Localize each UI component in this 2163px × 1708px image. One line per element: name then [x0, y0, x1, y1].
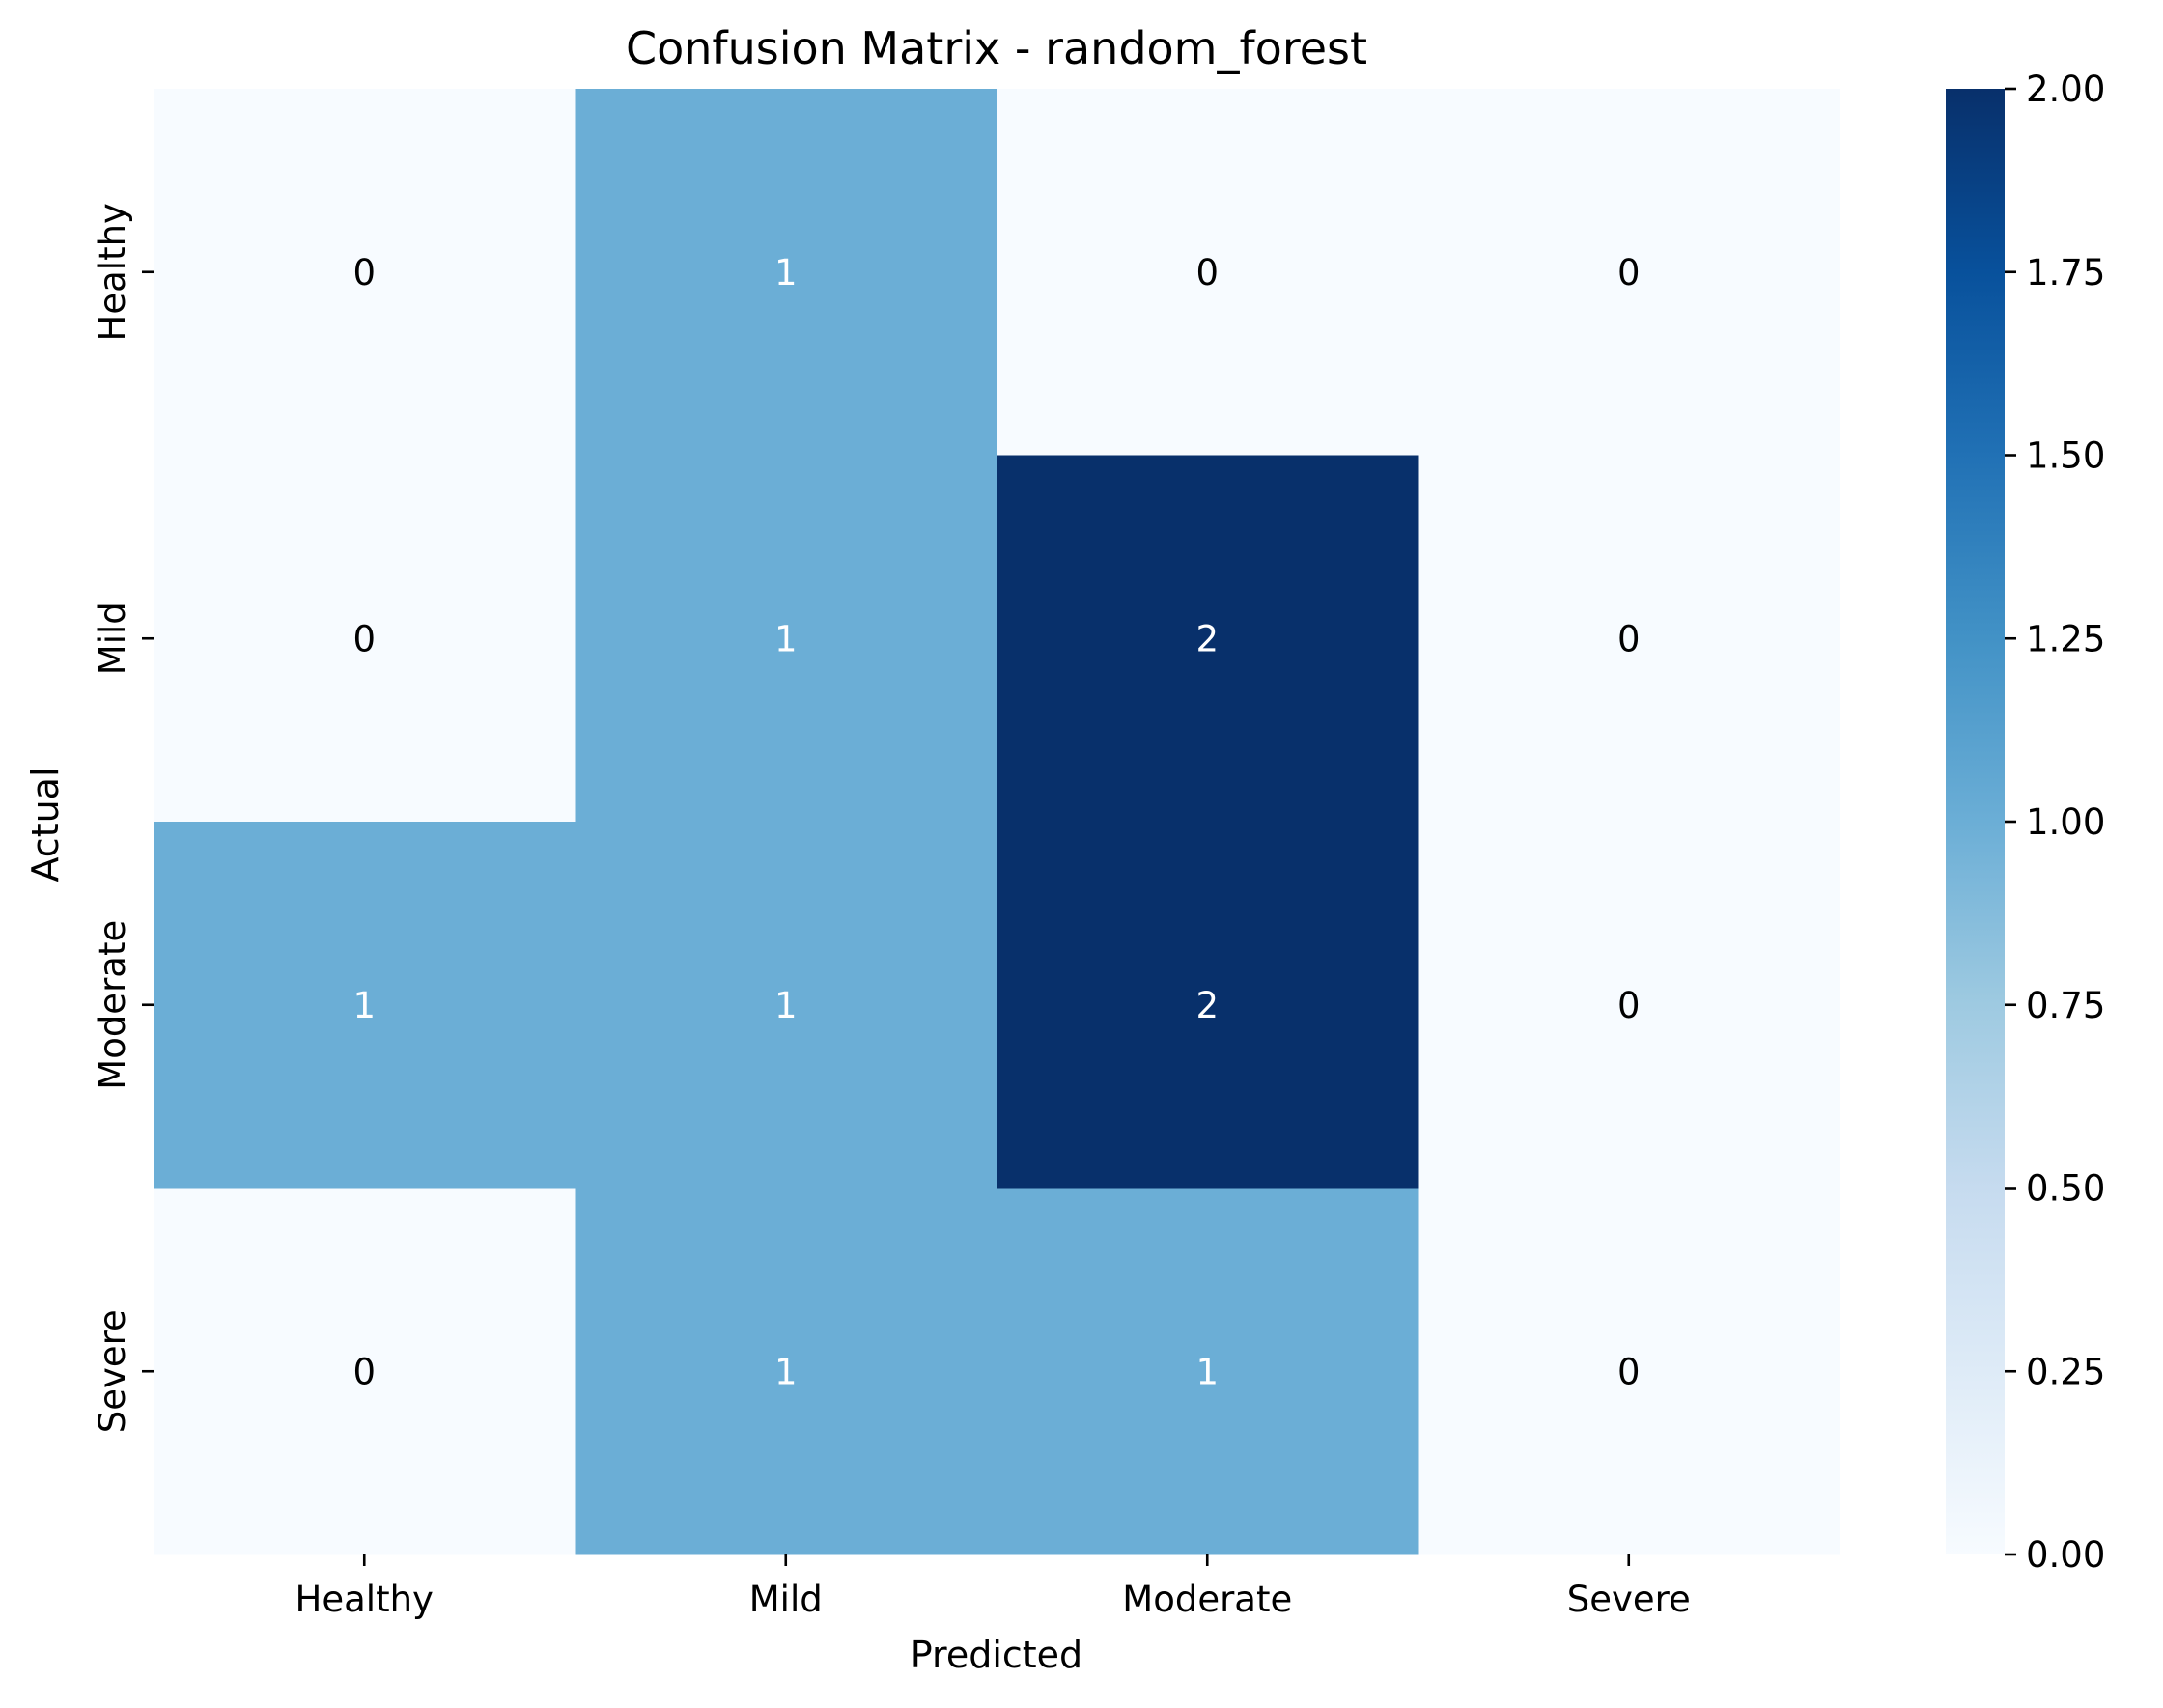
cell-value-label: 0: [1195, 252, 1219, 294]
cell-value-label: 1: [774, 618, 798, 659]
cell-value-label: 0: [352, 252, 376, 294]
colorbar-tick-label: 0.00: [2026, 1534, 2105, 1576]
colorbar-tick-label: 1.00: [2026, 801, 2105, 843]
cell-value-label: 1: [774, 252, 798, 294]
cell-value-label: 1: [1195, 1351, 1219, 1392]
heatmap-cell-1-2: [997, 455, 1419, 823]
heatmap-cell-1-3: [1418, 455, 1840, 823]
cell-value-label: 1: [774, 1351, 798, 1392]
heatmap-cell-labels: 0 1 0 0 0 1 2 0 1 1 2 0 0 1 1 0: [352, 252, 1640, 1393]
heatmap-cells: [154, 89, 1840, 1555]
colorbar-ticks: 0.00 0.25 0.50 0.75 1.00 1.25 1.50 1.75 2.00: [2005, 69, 2105, 1576]
chart-title: Confusion Matrix - random_forest: [626, 22, 1367, 74]
cell-value-label: 2: [1195, 985, 1219, 1026]
heatmap-cell-3-3: [1418, 1188, 1840, 1555]
cell-value-label: 0: [1617, 985, 1641, 1026]
cell-value-label: 0: [352, 1351, 376, 1392]
heatmap-cell-1-0: [154, 455, 576, 823]
x-tick-label: Healthy: [295, 1579, 434, 1620]
cell-value-label: 0: [1617, 252, 1641, 294]
x-axis-label: Predicted: [911, 1634, 1082, 1676]
heatmap-cell-3-1: [575, 1188, 997, 1555]
colorbar-tick-label: 0.50: [2026, 1168, 2105, 1210]
x-axis: Healthy Mild Moderate Severe: [295, 1554, 1691, 1620]
heatmap-cell-0-3: [1418, 89, 1840, 456]
heatmap-cell-3-2: [997, 1188, 1419, 1555]
heatmap-cell-2-3: [1418, 822, 1840, 1189]
heatmap-cell-1-1: [575, 455, 997, 823]
heatmap-cell-0-1: [575, 89, 997, 456]
y-tick-label: Moderate: [92, 920, 133, 1090]
x-tick-label: Mild: [749, 1579, 823, 1620]
y-tick-label: Mild: [92, 602, 133, 675]
cell-value-label: 0: [352, 618, 376, 659]
y-axis: Healthy Mild Moderate Severe: [92, 203, 154, 1433]
heatmap-cell-0-2: [997, 89, 1419, 456]
heatmap-cell-0-0: [154, 89, 576, 456]
heatmap-cell-2-2: [997, 822, 1419, 1189]
x-tick-label: Severe: [1567, 1579, 1691, 1620]
colorbar: [1946, 89, 2005, 1554]
heatmap-cell-2-0: [154, 822, 576, 1189]
colorbar-tick-label: 0.25: [2026, 1351, 2105, 1392]
cell-value-label: 2: [1195, 618, 1219, 659]
colorbar-tick-label: 2.00: [2026, 69, 2105, 110]
colorbar-tick-label: 1.75: [2026, 252, 2105, 294]
x-tick-label: Moderate: [1122, 1579, 1292, 1620]
cell-value-label: 1: [774, 985, 798, 1026]
colorbar-tick-label: 0.75: [2026, 985, 2105, 1026]
y-axis-label: Actual: [24, 767, 67, 882]
colorbar-tick-label: 1.50: [2026, 435, 2105, 477]
colorbar-tick-label: 1.25: [2026, 618, 2105, 659]
y-tick-label: Severe: [92, 1309, 133, 1433]
heatmap-cell-2-1: [575, 822, 997, 1189]
heatmap-cell-3-0: [154, 1188, 576, 1555]
y-tick-label: Healthy: [92, 203, 133, 341]
cell-value-label: 0: [1617, 1351, 1641, 1392]
cell-value-label: 1: [352, 985, 376, 1026]
cell-value-label: 0: [1617, 618, 1641, 659]
